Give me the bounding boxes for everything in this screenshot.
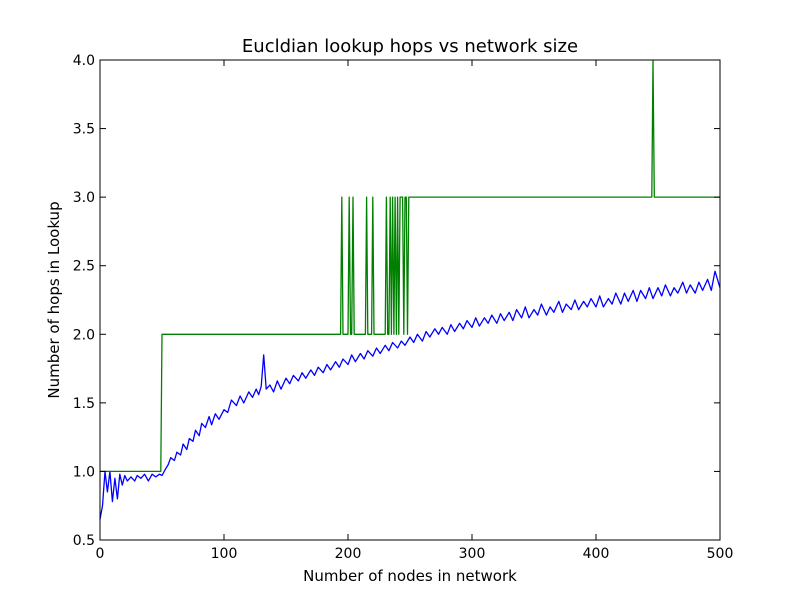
- y-tick-label: 2.5: [73, 259, 95, 275]
- axis-ticks: 0 100 200 300 400 500 0.5 1.0 1.5 2.0 2.5 3.0 3.5 4.0: [73, 53, 734, 562]
- x-tick-label: 0: [96, 546, 105, 562]
- y-axis-title: Number of hops in Lookup: [45, 201, 63, 398]
- x-tick-label: 100: [211, 546, 238, 562]
- x-tick-label: 400: [583, 546, 610, 562]
- x-tick-label: 200: [335, 546, 362, 562]
- y-tick-label: 4.0: [73, 53, 95, 69]
- x-tick-label: 500: [707, 546, 734, 562]
- y-tick-label: 2.0: [73, 327, 95, 343]
- chart-title: Eucldian lookup hops vs network size: [242, 36, 578, 57]
- y-tick-label: 1.0: [73, 464, 95, 480]
- y-tick-label: 3.5: [73, 122, 95, 138]
- plot-frame: [99, 59, 721, 541]
- x-tick-label: 300: [459, 546, 486, 562]
- plot-area: [99, 59, 721, 520]
- series-line-1: [99, 270, 721, 520]
- series-line-2: [100, 59, 720, 473]
- y-tick-label: 1.5: [73, 396, 95, 412]
- x-axis-title: Number of nodes in network: [303, 567, 517, 585]
- y-tick-label: 3.0: [73, 190, 95, 206]
- y-tick-label: 0.5: [73, 533, 95, 549]
